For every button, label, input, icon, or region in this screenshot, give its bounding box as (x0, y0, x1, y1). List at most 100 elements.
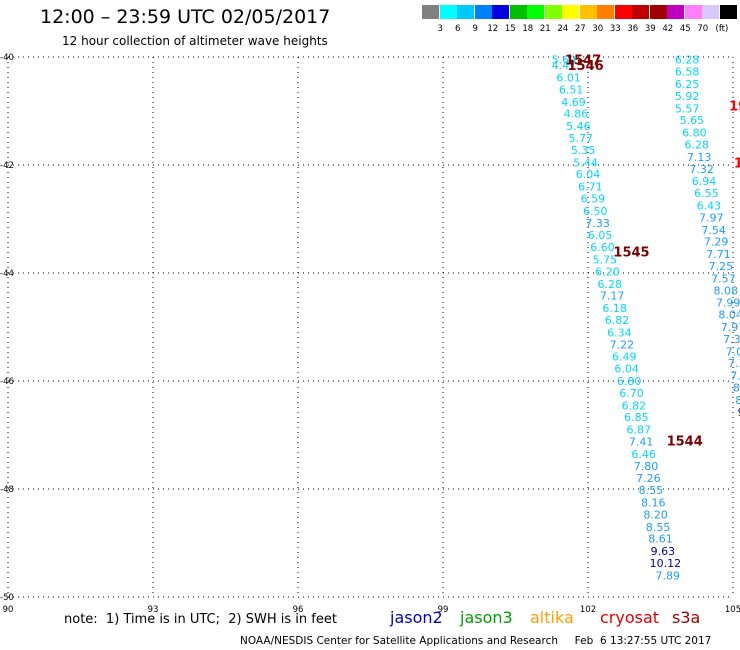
wave-height-value: 7.22 (610, 338, 635, 351)
credit-line: NOAA/NESDIS Center for Satellite Applica… (240, 635, 712, 647)
x-tick-label: 93 (148, 605, 159, 615)
satellite-label-jason3: jason3 (460, 608, 513, 627)
y-tick-label: -48 (0, 485, 14, 495)
wave-height-value: 6.28 (598, 278, 623, 291)
legend-swatch (597, 5, 614, 19)
wave-height-value: 6.04 (576, 168, 601, 181)
wave-height-value: 7.29 (704, 236, 729, 249)
wave-height-value: 6.04 (614, 363, 639, 376)
track-label: 193 (729, 100, 740, 115)
wave-height-value: 5.57 (675, 102, 700, 115)
legend-level-label: 9 (472, 24, 478, 34)
wave-height-value: 8.54 (735, 394, 740, 407)
wave-height-value: 6.05 (588, 229, 613, 242)
wave-height-value: 5.65 (680, 114, 705, 127)
chart-title: 12:00 – 23:59 UTC 02/05/2017 (40, 6, 331, 28)
wave-height-value: 6.34 (607, 326, 632, 339)
wave-height-value: 7.97 (699, 211, 724, 224)
wave-height-value: 8.20 (643, 508, 668, 521)
satellite-label-altika: altika (530, 608, 574, 627)
wave-height-value: 6.43 (697, 200, 722, 213)
wave-height-value: 8.08 (714, 284, 739, 297)
y-tick-label: -44 (0, 269, 14, 279)
legend-swatch (632, 5, 649, 19)
legend-swatch (562, 5, 579, 19)
wave-height-value: 6.71 (578, 181, 603, 194)
wave-height-value: 7.97 (721, 321, 740, 334)
track-label: 1544 (667, 434, 703, 449)
legend-swatch (684, 5, 702, 19)
y-tick-label: -42 (0, 161, 14, 171)
wave-height-value: 6.82 (605, 314, 630, 327)
legend-level-label: 70 (697, 24, 709, 34)
wave-height-value: 7.17 (600, 290, 625, 303)
wave-height-value: 6.49 (612, 351, 637, 364)
legend-level-label: 12 (487, 24, 499, 34)
y-tick-label: -40 (0, 53, 14, 63)
wave-height-value: 7.89 (656, 569, 681, 582)
satellite-label-jason2: jason2 (390, 608, 443, 627)
legend-level-label: 45 (679, 24, 691, 34)
legend-level-label: 3 (437, 24, 443, 34)
wave-height-value: 5.35 (571, 144, 596, 157)
x-tick-label: 90 (3, 605, 14, 615)
wave-height-value: 7.80 (634, 460, 659, 473)
wave-height-value: 6.20 (595, 265, 620, 278)
wave-height-value: 7.41 (629, 435, 654, 448)
legend-level-label: 27 (574, 24, 586, 34)
track-label: 193 (734, 156, 740, 171)
x-tick-label: 99 (438, 605, 449, 615)
legend-level-label: 18 (522, 24, 534, 34)
legend-swatch (544, 5, 562, 19)
wave-height-value: 7.38 (723, 333, 740, 346)
legend-level-label: 42 (662, 24, 674, 34)
wave-height-value: 10.12 (650, 557, 682, 570)
wave-height-value: 4.47 (552, 59, 577, 72)
legend-swatch (719, 5, 737, 19)
wave-height-value: 7.25 (709, 260, 734, 273)
wave-height-value: 7.57 (711, 272, 736, 285)
wave-height-value: 5.92 (675, 90, 700, 103)
y-tick-label: -50 (0, 593, 14, 603)
wave-height-value: 6.46 (631, 448, 656, 461)
wave-height-value: 5.69 (552, 54, 577, 67)
legend-swatch (457, 5, 474, 19)
wave-height-value: 5.75 (593, 254, 618, 267)
legend-swatch (492, 5, 509, 19)
wave-height-value: 6.25 (675, 78, 700, 91)
y-tick-label: -46 (0, 377, 14, 387)
legend-level-label: 6 (455, 24, 461, 34)
legend-swatch (422, 5, 439, 19)
wave-height-value: 6.87 (627, 424, 652, 437)
wave-height-value: 7.99 (716, 297, 740, 310)
wave-height-value: 6.28 (685, 138, 710, 151)
wave-height-value: 7.06 (726, 345, 740, 358)
wave-height-value: 7.37 (728, 357, 740, 370)
track-label: 1547 (565, 54, 601, 69)
wave-height-value: 7.26 (636, 472, 661, 485)
x-tick-label: 102 (580, 605, 596, 615)
wave-height-value: 8.55 (646, 521, 671, 534)
wave-height-value: 7.78 (730, 370, 740, 383)
wave-height-value: 6.51 (559, 83, 584, 96)
wave-height-value: 8.93 (733, 381, 740, 394)
wave-height-value: 5.46 (566, 120, 591, 133)
wave-height-value: 7.32 (689, 163, 714, 176)
legend-swatch (667, 5, 684, 19)
legend-swatch (509, 5, 527, 19)
x-tick-label: 96 (293, 605, 304, 615)
wave-height-value: 6.70 (619, 387, 644, 400)
wave-height-value: 8.16 (641, 497, 666, 510)
wave-height-value: 9.45 (738, 406, 740, 419)
wave-height-value: 8.61 (648, 533, 673, 546)
legend-swatch (527, 5, 544, 19)
legend-swatch (474, 5, 492, 19)
wave-height-value: 9.63 (651, 545, 676, 558)
wave-height-value: 6.59 (581, 192, 606, 205)
track-label: 1546 (567, 59, 603, 74)
wave-height-value: 7.54 (701, 224, 726, 237)
legend-level-label: 36 (627, 24, 639, 34)
footer-note: note: 1) Time is in UTC; 2) SWH is in fe… (64, 612, 337, 627)
legend-level-label: 21 (539, 24, 551, 34)
